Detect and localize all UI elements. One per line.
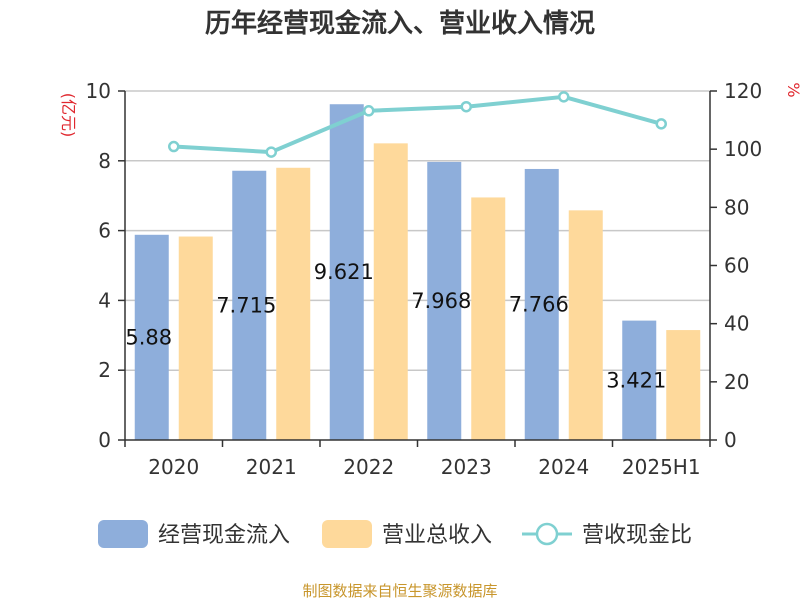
right-tick-label: 20	[724, 370, 749, 394]
bar-data-label: 7.715	[216, 293, 276, 317]
bar-revenue	[568, 210, 603, 440]
bar-cash-inflow	[134, 234, 169, 440]
legend-swatch	[322, 520, 372, 548]
ratio-point	[558, 91, 570, 103]
ratio-point	[655, 118, 667, 130]
right-tick-label: 100	[724, 137, 762, 161]
x-tick-label: 2021	[246, 455, 297, 479]
bar-data-label: 7.968	[411, 289, 471, 313]
x-tick-label: 2024	[538, 455, 589, 479]
bar-cash-inflow	[427, 161, 462, 440]
right-tick-label: 80	[724, 195, 749, 219]
bar-cash-inflow	[622, 320, 657, 440]
left-axis-unit: (亿元)	[59, 93, 78, 138]
x-tick-label: 2025H1	[622, 455, 701, 479]
right-tick-label: 60	[724, 254, 749, 278]
legend-label: 营业总收入	[382, 523, 492, 548]
legend-marker	[535, 522, 559, 546]
data-labels: 5.88 7.715 9.621 7.968 7.766 3.421	[125, 260, 666, 392]
ratio-point	[460, 100, 472, 113]
right-tick-label: 40	[724, 312, 749, 336]
ratio-point	[168, 140, 180, 153]
bar-revenue	[276, 167, 311, 440]
legend-item[interactable]: 营业总收入	[322, 520, 492, 548]
axes	[118, 90, 717, 447]
legend-swatch	[98, 520, 148, 548]
ratio-line	[168, 91, 667, 158]
legend-label: 营收现金比	[582, 523, 692, 548]
legend-label: 经营现金流入	[158, 523, 290, 548]
left-tick-label: 6	[98, 219, 111, 243]
bar-revenue	[666, 330, 701, 440]
left-tick-label: 10	[86, 79, 111, 103]
bar-revenue	[178, 236, 213, 440]
left-tick-label: 2	[98, 358, 111, 382]
ratio-line-path	[173, 94, 662, 155]
source-note: 制图数据来自恒生聚源数据库	[302, 582, 497, 600]
legend-item[interactable]: 营收现金比	[522, 522, 692, 548]
bar-revenue	[471, 197, 506, 440]
x-tick-label: 2022	[343, 455, 394, 479]
chart-title: 历年经营现金流入、营业收入情况	[205, 8, 595, 39]
ratio-point	[265, 146, 277, 158]
left-tick-label: 0	[98, 428, 111, 452]
left-tick-label: 4	[98, 288, 111, 312]
bar-data-label: 3.421	[606, 368, 666, 392]
ratio-point	[363, 105, 375, 117]
x-tick-label: 2023	[441, 455, 492, 479]
x-tick-label: 2020	[148, 455, 199, 479]
bar-data-label: 5.88	[125, 325, 172, 349]
grid	[125, 90, 710, 371]
bar-data-label: 9.621	[314, 260, 374, 284]
left-tick-label: 8	[98, 149, 111, 173]
right-tick-label: 0	[724, 428, 737, 452]
bars	[134, 104, 701, 440]
bar-data-label: 7.766	[509, 292, 569, 316]
legend-item[interactable]: 经营现金流入	[98, 520, 290, 548]
right-tick-label: 120	[724, 79, 762, 103]
bar-revenue	[373, 143, 408, 440]
bar-cash-inflow	[524, 168, 559, 440]
bar-cash-inflow	[232, 170, 267, 440]
legend: 经营现金流入 营业总收入 营收现金比	[98, 520, 692, 548]
right-axis-unit: %	[784, 82, 800, 97]
bar-cash-inflow	[329, 104, 364, 440]
